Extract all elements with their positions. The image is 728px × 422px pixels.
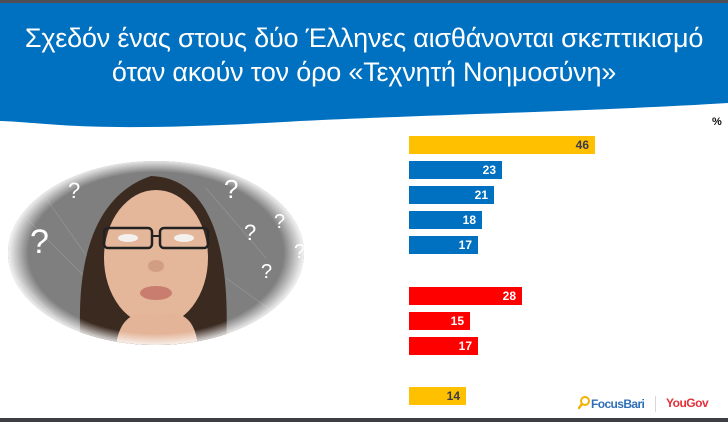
- top-border: [0, 0, 728, 3]
- bar-enthusiasm: 17: [409, 236, 478, 254]
- bar-value: 15: [450, 314, 464, 328]
- bar-fear-anxiety: 28: [409, 287, 522, 305]
- bar-hope: 18: [409, 211, 482, 229]
- bottom-border: [0, 418, 728, 422]
- bar-value: 21: [474, 188, 488, 202]
- focusbari-text: FocusBari: [591, 397, 645, 411]
- bar-value: 46: [575, 138, 589, 152]
- bar-unsure: 14: [409, 387, 466, 405]
- unit-label: %: [712, 116, 722, 128]
- title-line-2: όταν ακούν τον όρο «Τεχνητή Νοημοσύνη»: [111, 57, 617, 87]
- magnifier-icon: [577, 396, 590, 410]
- page-title: Σχεδόν ένας στους δύο Έλληνες αισθάνοντα…: [0, 21, 728, 89]
- bar-value: 18: [462, 213, 476, 227]
- bar-value: 23: [482, 163, 496, 177]
- title-banner: Σχεδόν ένας στους δύο Έλληνες αισθάνοντα…: [0, 3, 728, 133]
- bar-unnecessary: 17: [409, 337, 478, 355]
- logo-divider: [655, 396, 656, 412]
- source-logos: FocusBari YouGov: [577, 396, 728, 414]
- focusbari-logo: FocusBari: [577, 396, 645, 411]
- bar-confusion: 15: [409, 312, 470, 330]
- bar-value: 17: [458, 339, 472, 353]
- yougov-logo: YouGov: [666, 396, 709, 410]
- title-line-1: Σχεδόν ένας στους δύο Έλληνες αισθάνοντα…: [24, 23, 704, 53]
- bar-optimism: 21: [409, 186, 494, 204]
- bar-skepticism: 46: [409, 136, 595, 154]
- bar-value: 28: [502, 289, 516, 303]
- bar-value: 14: [446, 389, 460, 403]
- bar-value: 17: [458, 238, 472, 252]
- thinking-woman-image: ? ? ? ? ? ? ?: [6, 158, 306, 348]
- banner-wave-shape: [0, 3, 728, 128]
- bar-acceptance: 23: [409, 161, 502, 179]
